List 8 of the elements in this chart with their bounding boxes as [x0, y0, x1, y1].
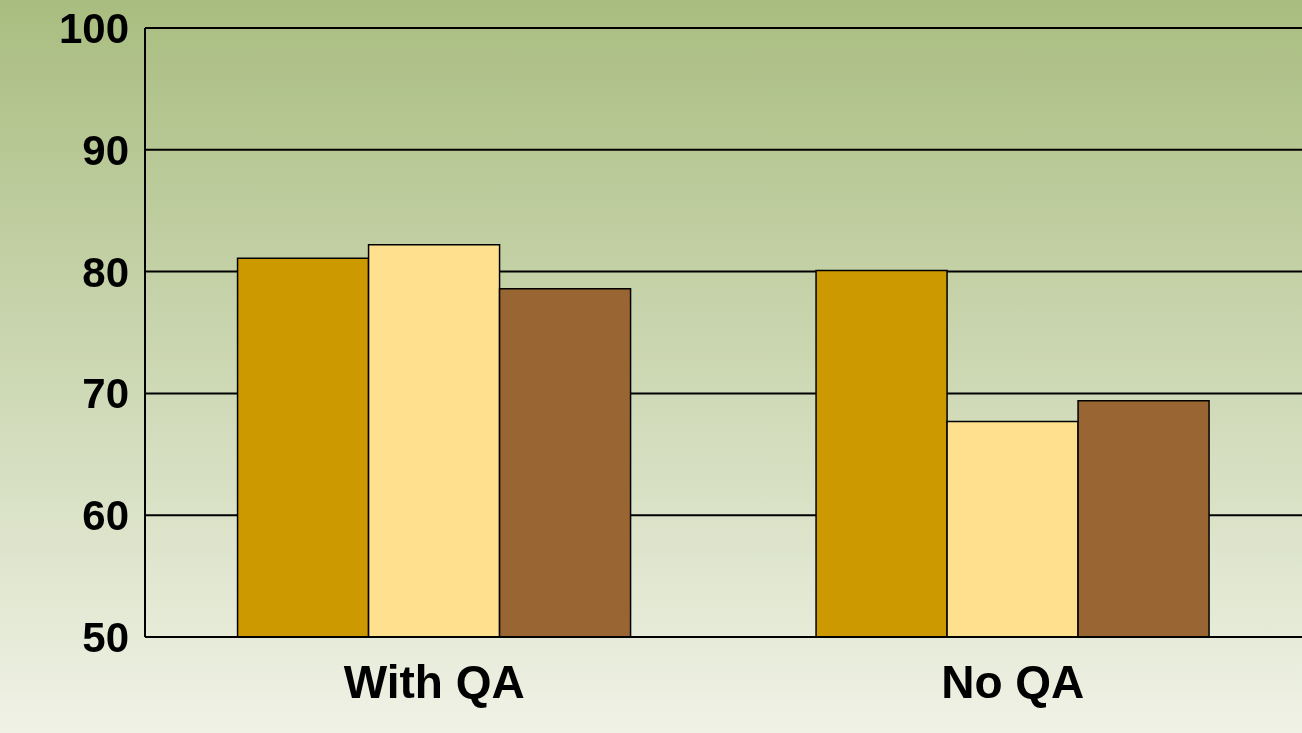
y-tick-label: 50 [82, 613, 129, 661]
y-tick-label: 80 [82, 248, 129, 296]
y-tick-label: 100 [58, 4, 129, 52]
x-tick-label: With QA [343, 655, 525, 708]
y-tick-label: 90 [82, 126, 129, 174]
x-tick-label: No QA [941, 655, 1085, 708]
y-tick-label: 70 [82, 370, 129, 418]
y-tick-label: 60 [82, 492, 129, 540]
